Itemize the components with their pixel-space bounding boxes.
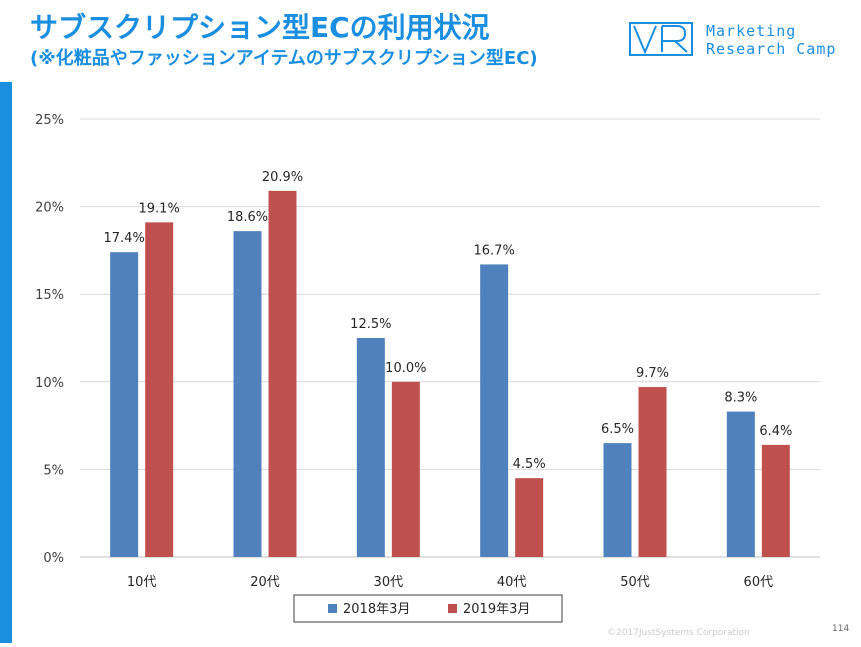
legend-swatch (448, 604, 457, 613)
data-label: 18.6% (227, 210, 268, 225)
data-label: 6.5% (601, 422, 634, 437)
data-label: 12.5% (350, 317, 391, 332)
data-label: 10.0% (385, 361, 426, 376)
bar-chart: 0% 5% 10% 15% 20% 25% 17.4% 19.1% 10代 18.6% 20.9% 2… (35, 113, 820, 623)
bar (145, 222, 174, 558)
x-tick-label: 40代 (497, 575, 527, 590)
x-tick-label: 10代 (127, 575, 157, 590)
y-tick-label: 20% (35, 201, 64, 216)
page-subtitle: (※化粧品やファッションアイテムのサブスクリプション型EC) (30, 48, 538, 69)
data-label: 19.1% (139, 201, 180, 216)
data-label: 9.7% (636, 366, 669, 381)
data-label: 16.7% (474, 243, 515, 258)
data-label: 20.9% (262, 170, 303, 185)
y-tick-label: 25% (35, 113, 64, 128)
bar (233, 231, 262, 558)
data-label: 4.5% (513, 457, 546, 472)
bar (480, 264, 509, 557)
y-tick-label: 15% (35, 288, 64, 303)
logo-icon (629, 22, 693, 56)
y-tick-label: 10% (35, 376, 64, 391)
data-label: 8.3% (724, 391, 757, 406)
x-tick-label: 50代 (620, 575, 650, 590)
bar (391, 381, 420, 557)
x-tick-label: 30代 (374, 575, 404, 590)
page-title: サブスクリプション型ECの利用状況 (30, 11, 490, 44)
bar (761, 444, 790, 557)
y-tick-label: 5% (43, 463, 64, 478)
legend-label: 2019年3月 (463, 602, 530, 617)
bar (603, 443, 632, 557)
page-number: 114 (832, 624, 850, 634)
logo-line2: Research Camp (706, 40, 837, 58)
chart-area: 0% 5% 10% 15% 20% 25% 17.4% 19.1% 10代 18.6% 20.9% 2… (12, 82, 861, 647)
bar (515, 478, 544, 557)
sidebar-accent-bar (0, 82, 12, 643)
logo-text: Marketing Research Camp (706, 22, 836, 58)
legend-swatch (328, 604, 337, 613)
bar (356, 338, 385, 557)
x-tick-label: 60代 (744, 575, 774, 590)
copyright-footer: ©2017JustSystems Corporation (607, 628, 750, 638)
legend-box (293, 594, 563, 623)
legend-label: 2018年3月 (343, 602, 410, 617)
data-label: 6.4% (759, 424, 792, 439)
data-label: 17.4% (104, 231, 145, 246)
bar (638, 387, 667, 557)
bar (726, 411, 755, 557)
bar (268, 190, 297, 557)
y-tick-label: 0% (43, 551, 64, 566)
logo-line1: Marketing (706, 22, 797, 40)
bar (110, 252, 139, 558)
x-tick-label: 20代 (250, 575, 280, 590)
